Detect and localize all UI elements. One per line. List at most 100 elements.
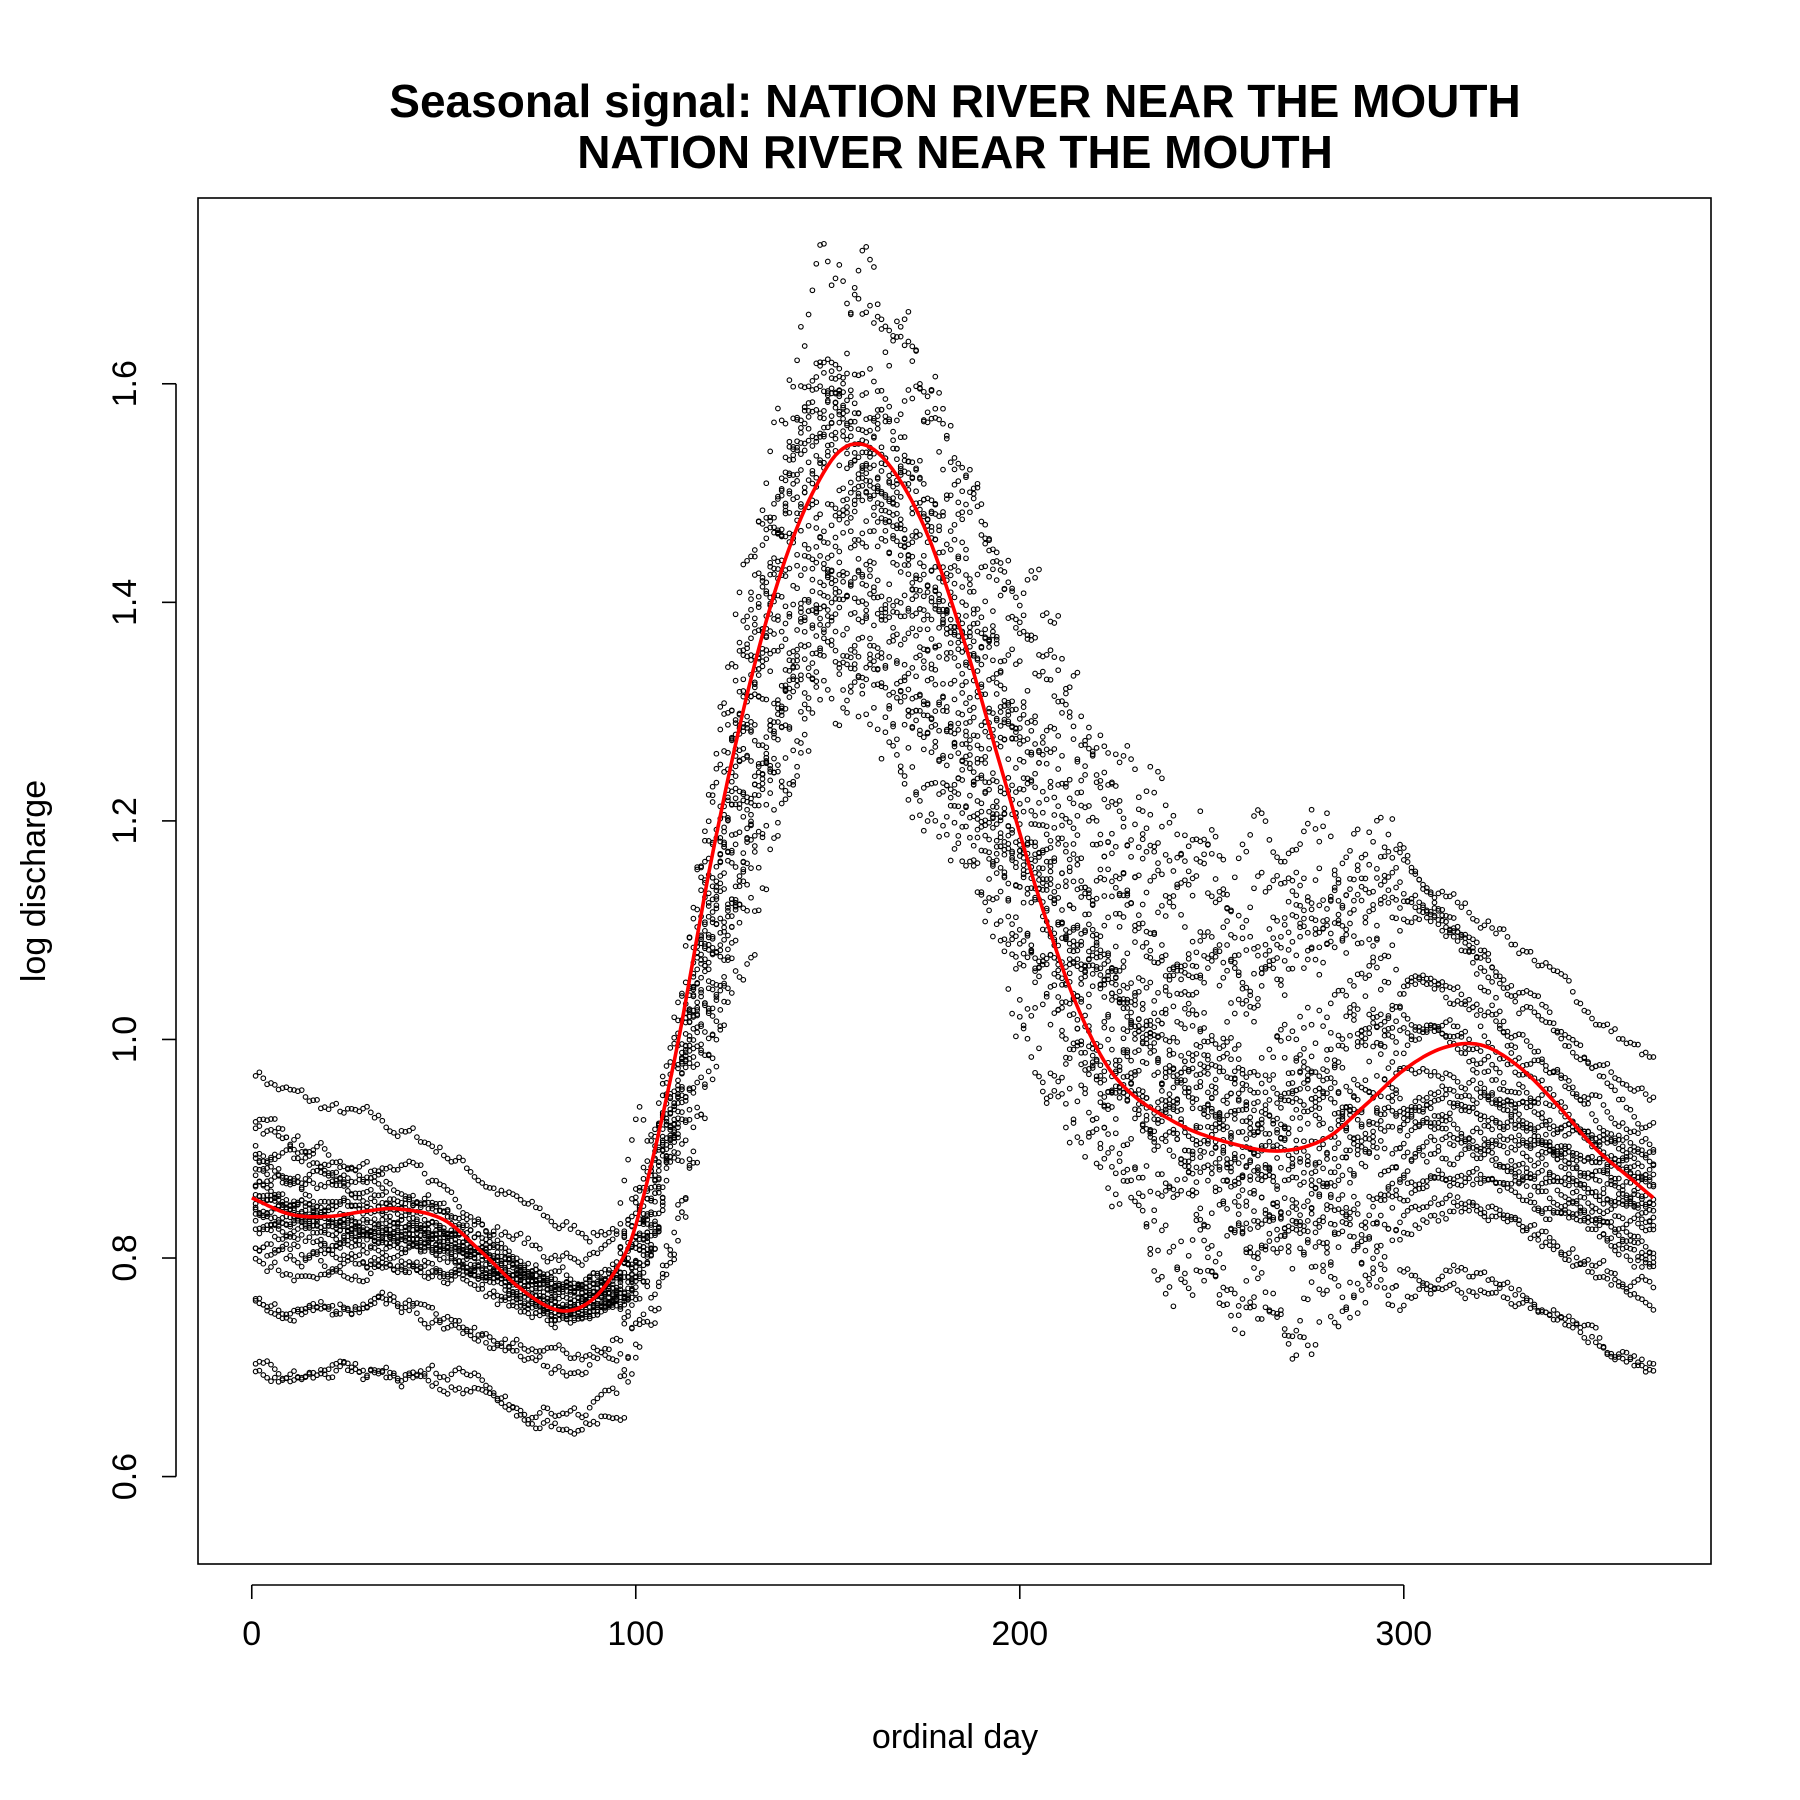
data-point [974,620,981,627]
data-point [1381,878,1388,884]
data-point [878,406,885,413]
data-point [556,1268,562,1275]
data-point [256,1150,263,1157]
data-point [1182,877,1188,884]
data-point [348,1105,355,1112]
data-point [744,557,750,564]
data-point [698,874,704,881]
data-point [1389,894,1396,901]
data-point [1316,971,1323,978]
data-point [828,368,835,374]
data-point [655,1100,662,1106]
data-point [809,408,816,415]
data-point [1416,899,1423,906]
data-point [325,1106,332,1113]
data-point [613,1228,620,1234]
data-point [1351,876,1357,883]
data-point [1335,897,1342,904]
data-point [479,1221,486,1228]
data-point [1404,859,1411,865]
data-point [1032,574,1038,581]
data-point [1028,568,1035,574]
data-point [652,1126,658,1133]
data-point [1020,590,1027,597]
data-point [1569,1049,1576,1056]
data-point [1320,897,1326,903]
data-point [655,1183,662,1190]
data-point [1235,952,1242,958]
data-point [1101,743,1108,750]
data-point [855,295,862,302]
data-point [1078,742,1085,749]
data-point [298,1149,305,1155]
data-point [1427,918,1434,925]
data-point [840,402,846,409]
data-point [821,415,827,422]
data-point [1481,968,1488,975]
data-point [790,444,797,450]
data-point [1439,927,1446,934]
data-point [1055,698,1062,705]
data-point [844,370,850,377]
data-point [867,366,873,372]
data-point [817,359,823,366]
data-point [1281,858,1288,865]
data-point [1301,923,1307,930]
data-point [1135,806,1142,813]
data-point [1566,977,1572,984]
data-point [1562,1042,1568,1049]
data-point [990,546,996,553]
data-point [1477,964,1484,971]
data-point [279,1135,286,1142]
data-point [751,547,758,553]
data-point [613,1231,620,1237]
data-point [1262,888,1269,895]
data-point [318,1139,324,1146]
data-point [1185,843,1192,850]
data-point [709,783,716,790]
data-point [1358,940,1365,946]
data-point [705,900,712,906]
data-point [271,1082,278,1088]
data-point [1189,836,1196,843]
data-point [1155,860,1161,866]
data-point [1535,962,1542,969]
data-point [1431,914,1438,920]
data-point [1558,1028,1565,1035]
data-point [494,1191,501,1197]
data-point [425,1192,432,1198]
data-point [932,373,939,380]
data-point [1124,887,1131,894]
data-point [1178,880,1184,886]
data-point [1089,814,1096,821]
data-point [636,1104,643,1110]
data-point [1197,929,1204,935]
data-point [1562,1074,1568,1081]
data-point [755,570,762,577]
data-point [452,1158,459,1164]
data-point [936,449,942,455]
data-point [1051,725,1058,732]
data-point [963,472,969,479]
data-point [1112,783,1119,789]
data-point [1493,994,1499,1001]
data-point [1504,1028,1511,1035]
data-point [1208,850,1215,857]
data-point [536,1245,543,1252]
data-point [1477,947,1484,954]
data-point [471,1174,478,1180]
data-point [294,1155,301,1162]
data-point [690,904,697,911]
data-point [414,1162,420,1169]
data-point [1439,888,1446,895]
data-point [1304,894,1311,900]
data-point [1589,1015,1595,1022]
data-point [1335,917,1342,924]
data-point [679,993,685,999]
data-point [867,256,873,263]
data-point [1470,944,1476,951]
data-point [1443,994,1449,1001]
data-point [894,318,900,325]
data-point [1354,891,1361,898]
data-point [1231,965,1238,971]
